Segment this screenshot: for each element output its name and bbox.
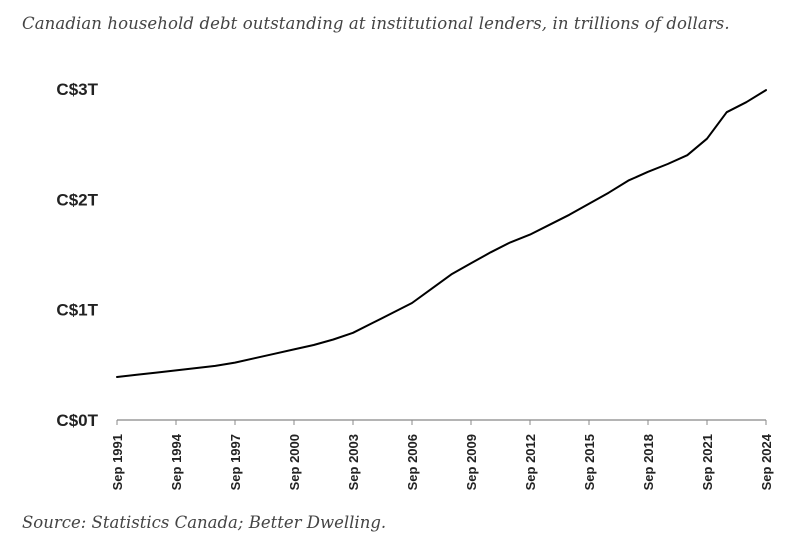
x-tick-label: Sep 2015: [582, 434, 597, 490]
y-tick-label: C$3T: [56, 80, 98, 99]
y-tick-label: C$0T: [56, 411, 98, 430]
x-tick-label: Sep 1994: [169, 433, 184, 490]
x-tick-label: Sep 2021: [700, 434, 715, 490]
x-tick-label: Sep 2000: [287, 434, 302, 490]
x-tick-label: Sep 2018: [641, 434, 656, 490]
y-axis-ticks: C$0T C$1T C$2T C$3T: [56, 80, 98, 430]
x-tick-label: Sep 2006: [405, 434, 420, 490]
x-tick-label: Sep 2009: [464, 434, 479, 490]
chart-source: Source: Statistics Canada; Better Dwelli…: [22, 513, 387, 532]
x-tick-label: Sep 2003: [346, 434, 361, 490]
chart-subtitle: Canadian household debt outstanding at i…: [22, 14, 730, 33]
y-tick-label: C$2T: [56, 190, 98, 209]
debt-series-line: [116, 89, 767, 378]
y-tick-label: C$1T: [56, 301, 98, 320]
x-tick-label: Sep 2024: [759, 433, 774, 490]
x-tick-label: Sep 2012: [523, 434, 538, 490]
x-axis-ticks: Sep 1991 Sep 1994 Sep 1997 Sep 2000 Sep 2003…: [110, 420, 774, 490]
x-tick-label: Sep 1991: [110, 434, 125, 490]
x-tick-label: Sep 1997: [228, 434, 243, 490]
